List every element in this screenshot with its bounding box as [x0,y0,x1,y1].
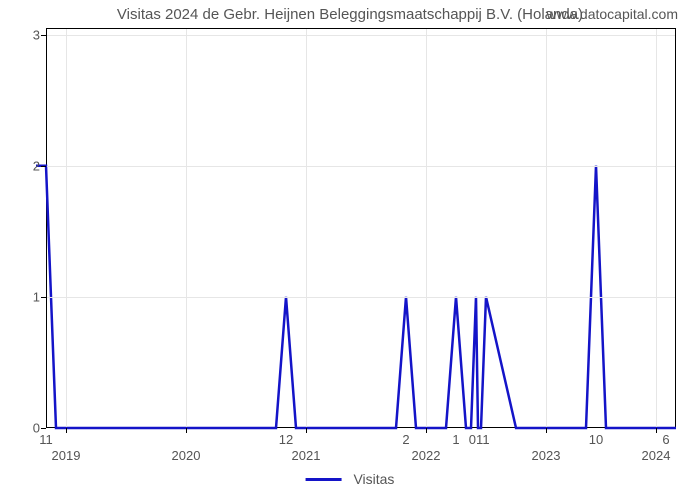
xtick-major-label: 2024 [642,448,671,463]
gridline-v [306,29,307,427]
xtick-minor-label: 01 [469,432,483,447]
watermark: www.datocapital.com [546,6,678,22]
xtick-mark [306,428,307,433]
gridline-v [426,29,427,427]
legend-label: Visitas [353,471,394,487]
xtick-minor-label: 12 [279,432,293,447]
legend-swatch [306,478,342,481]
legend: Visitas [306,470,395,487]
xtick-major-label: 2019 [52,448,81,463]
xtick-minor-label: 10 [589,432,603,447]
ytick-label: 1 [33,289,40,304]
watermark-text: www.datocapital.com [546,6,678,22]
chart-line-layer [46,28,676,428]
gridline-v [656,29,657,427]
xtick-minor-label: 1 [452,432,459,447]
xtick-mark [426,428,427,433]
gridline-v [186,29,187,427]
xtick-mark [186,428,187,433]
ytick-mark [41,166,46,167]
xtick-minor-label: 1 [482,432,489,447]
ytick-label: 3 [33,27,40,42]
ytick-mark [41,428,46,429]
chart-title-text: Visitas 2024 de Gebr. Heijnen Beleggings… [117,6,583,23]
gridline-h [47,35,675,36]
gridline-v [546,29,547,427]
xtick-minor-label: 11 [39,432,53,447]
xtick-mark [656,428,657,433]
xtick-major-label: 2022 [412,448,441,463]
xtick-major-label: 2023 [532,448,561,463]
xtick-minor-label: 6 [662,432,669,447]
ytick-mark [41,35,46,36]
gridline-h [47,166,675,167]
xtick-mark [66,428,67,433]
xtick-mark [546,428,547,433]
ytick-mark [41,297,46,298]
plot-area: 0123111221011106201920202021202220232024 [46,28,676,428]
ytick-label: 2 [33,158,40,173]
xtick-minor-label: 2 [402,432,409,447]
xtick-major-label: 2021 [292,448,321,463]
chart-container: Visitas 2024 de Gebr. Heijnen Beleggings… [0,0,700,500]
gridline-h [47,297,675,298]
gridline-v [66,29,67,427]
xtick-major-label: 2020 [172,448,201,463]
